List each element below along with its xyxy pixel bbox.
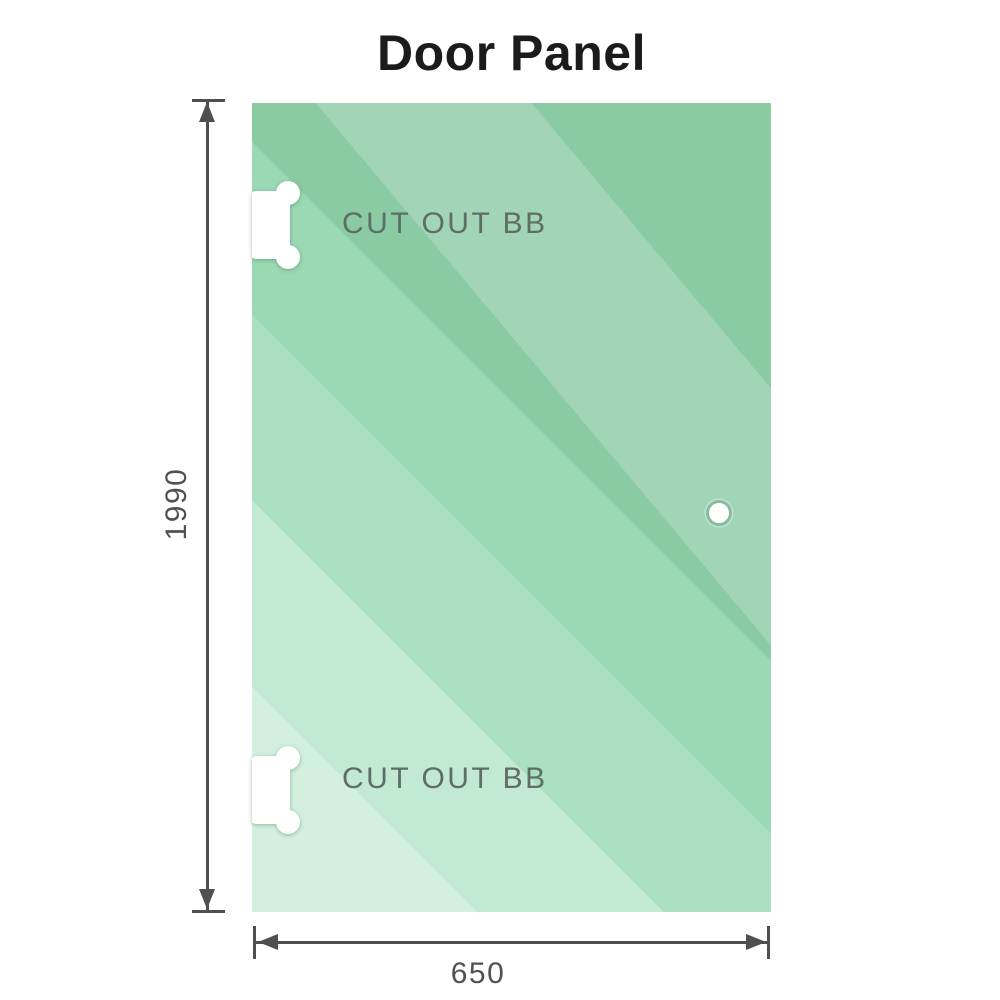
page-title: Door Panel (377, 25, 646, 81)
cutout-label-top: CUT OUT BB (342, 207, 548, 240)
glass-reflection (252, 103, 771, 912)
arrow-right-icon (746, 934, 766, 950)
dimension-end-tick-right (767, 926, 770, 959)
width-dimension-value: 650 (450, 957, 506, 990)
hinge-cutout-bottom-icon (252, 746, 300, 834)
hinge-cutout-top-icon (252, 181, 300, 269)
height-dimension-line (206, 101, 209, 911)
width-dimension-line (256, 941, 767, 944)
arrow-left-icon (258, 934, 278, 950)
height-dimension-value: 1990 (160, 467, 193, 541)
arrow-up-icon (199, 102, 215, 122)
door-panel-glass (252, 103, 771, 912)
arrow-down-icon (199, 889, 215, 909)
dimension-end-tick-left (253, 926, 256, 959)
dimension-end-cap-top (192, 99, 225, 102)
handle-hole-icon (706, 500, 732, 526)
dimension-end-cap-bottom (192, 910, 225, 913)
cutout-label-bottom: CUT OUT BB (342, 762, 548, 795)
